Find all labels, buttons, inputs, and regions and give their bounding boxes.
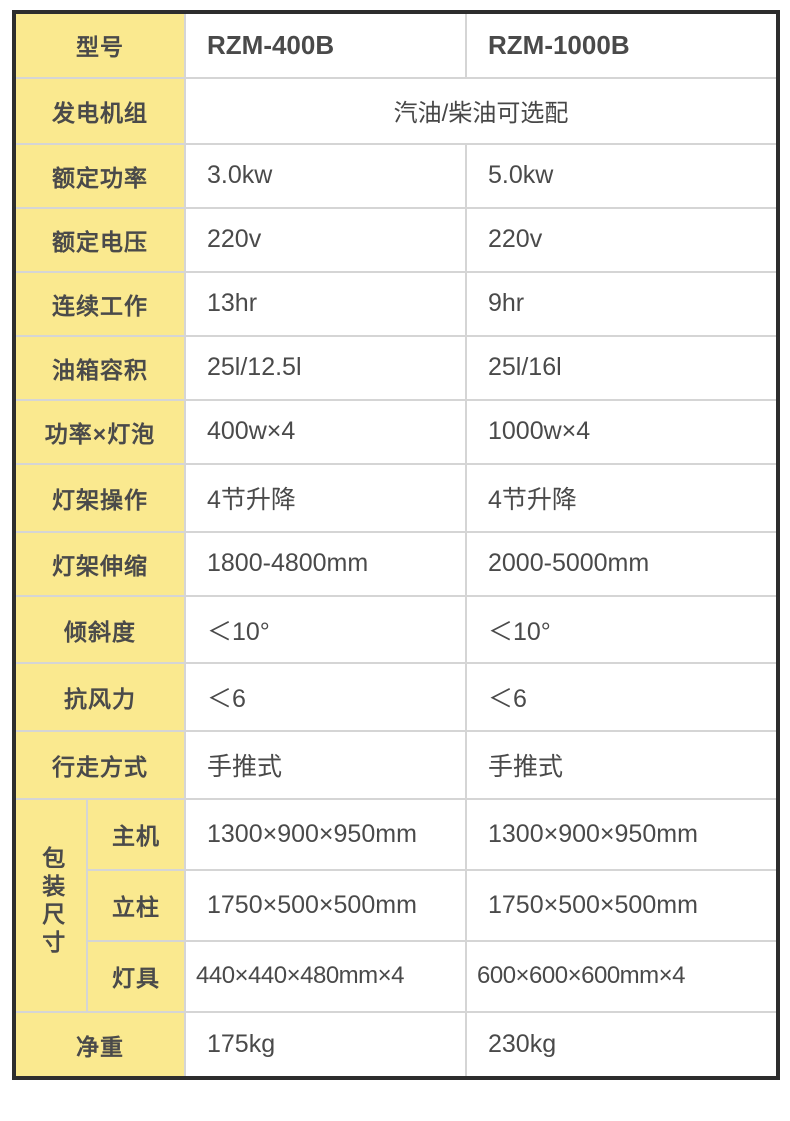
cell-mast-extension-2: 2000-5000mm xyxy=(465,530,779,597)
cell-fuel-tank-1: 25l/12.5l xyxy=(184,334,467,401)
cell-packaging-column-2: 1750×500×500mm xyxy=(465,868,779,942)
cell-tilt-1: ＜10° xyxy=(184,594,467,665)
packaging-group-label: 包装尺寸 xyxy=(38,846,65,959)
table-row-fuel-tank: 油箱容积 25l/12.5l 25l/16l xyxy=(13,334,779,401)
cell-generator: 汽油/柴油可选配 xyxy=(184,76,779,145)
cell-net-weight-1: 175kg xyxy=(184,1011,467,1079)
table-row-mast-operation: 灯架操作 4节升降 4节升降 xyxy=(13,463,779,533)
cell-rated-power-1: 3.0kw xyxy=(184,142,467,209)
cell-packaging-column-1: 1750×500×500mm xyxy=(184,868,467,942)
cell-packaging-lamp-2: 600×600×600mm×4 xyxy=(465,939,779,1014)
cell-model-1: RZM-400B xyxy=(184,11,467,79)
table-row-continuous-work: 连续工作 13hr 9hr xyxy=(13,270,779,337)
table-row-wind-resistance: 抗风力 ＜6 ＜6 xyxy=(13,662,779,732)
row-label-mast-extension: 灯架伸缩 xyxy=(13,530,186,597)
cell-model-2: RZM-1000B xyxy=(465,11,779,79)
table-row-power-bulb: 功率×灯泡 400w×4 1000w×4 xyxy=(13,398,779,466)
table-row-rated-voltage: 额定电压 220v 220v xyxy=(13,206,779,273)
table-row-tilt: 倾斜度 ＜10° ＜10° xyxy=(13,594,779,665)
row-label-packaging-lamp: 灯具 xyxy=(86,939,186,1014)
row-label-packaging-host: 主机 xyxy=(86,797,186,871)
cell-wind-resistance-1: ＜6 xyxy=(184,662,467,732)
table-row-net-weight: 净重 175kg 230kg xyxy=(13,1011,779,1079)
cell-moving-mode-2: 手推式 xyxy=(465,729,779,800)
cell-wind-resistance-2: ＜6 xyxy=(465,662,779,732)
row-label-packaging-group: 包装尺寸 xyxy=(13,797,88,1014)
row-label-continuous-work: 连续工作 xyxy=(13,270,186,337)
row-label-rated-power: 额定功率 xyxy=(13,142,186,209)
cell-continuous-work-2: 9hr xyxy=(465,270,779,337)
cell-rated-voltage-1: 220v xyxy=(184,206,467,273)
row-label-fuel-tank: 油箱容积 xyxy=(13,334,186,401)
table-row-mast-extension: 灯架伸缩 1800-4800mm 2000-5000mm xyxy=(13,530,779,597)
cell-rated-power-2: 5.0kw xyxy=(465,142,779,209)
cell-rated-voltage-2: 220v xyxy=(465,206,779,273)
row-label-generator: 发电机组 xyxy=(13,76,186,145)
cell-power-bulb-2: 1000w×4 xyxy=(465,398,779,466)
row-label-packaging-column: 立柱 xyxy=(86,868,186,942)
table-row-generator: 发电机组 汽油/柴油可选配 xyxy=(13,76,779,145)
table-row-packaging-lamp: 灯具 440×440×480mm×4 600×600×600mm×4 xyxy=(14,939,779,1014)
table-row-moving-mode: 行走方式 手推式 手推式 xyxy=(13,729,779,800)
spec-table: 型号 RZM-400B RZM-1000B 发电机组 汽油/柴油可选配 额定功率… xyxy=(12,10,780,1080)
table-row-rated-power: 额定功率 3.0kw 5.0kw xyxy=(13,142,779,209)
cell-tilt-2: ＜10° xyxy=(465,594,779,665)
cell-continuous-work-1: 13hr xyxy=(184,270,467,337)
cell-mast-operation-1: 4节升降 xyxy=(184,463,467,533)
row-label-power-bulb: 功率×灯泡 xyxy=(13,398,186,466)
row-label-model: 型号 xyxy=(13,11,186,79)
table-row-model: 型号 RZM-400B RZM-1000B xyxy=(13,11,779,79)
cell-net-weight-2: 230kg xyxy=(465,1011,779,1079)
table-row-packaging-column: 立柱 1750×500×500mm 1750×500×500mm xyxy=(14,868,779,942)
row-label-wind-resistance: 抗风力 xyxy=(13,662,186,732)
cell-moving-mode-1: 手推式 xyxy=(184,729,467,800)
row-label-net-weight: 净重 xyxy=(13,1011,186,1079)
cell-packaging-lamp-1: 440×440×480mm×4 xyxy=(184,939,467,1014)
cell-packaging-host-1: 1300×900×950mm xyxy=(184,797,467,871)
row-label-tilt: 倾斜度 xyxy=(13,594,186,665)
row-label-mast-operation: 灯架操作 xyxy=(13,463,186,533)
table-row-packaging-host: 包装尺寸 主机 1300×900×950mm 1300×900×950mm xyxy=(13,797,779,1014)
cell-mast-extension-1: 1800-4800mm xyxy=(184,530,467,597)
cell-mast-operation-2: 4节升降 xyxy=(465,463,779,533)
row-label-moving-mode: 行走方式 xyxy=(13,729,186,800)
cell-packaging-host-2: 1300×900×950mm xyxy=(465,797,779,871)
row-label-rated-voltage: 额定电压 xyxy=(13,206,186,273)
cell-fuel-tank-2: 25l/16l xyxy=(465,334,779,401)
cell-power-bulb-1: 400w×4 xyxy=(184,398,467,466)
